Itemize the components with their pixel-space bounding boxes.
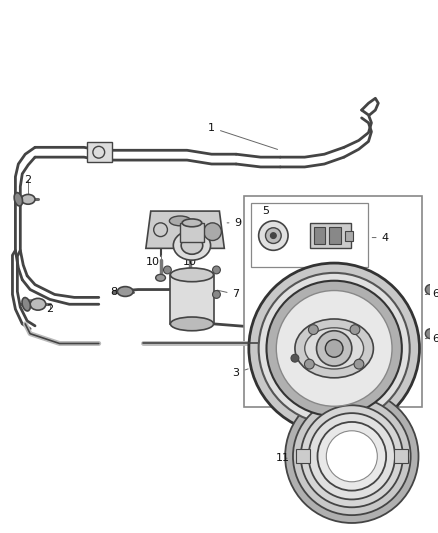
Circle shape xyxy=(301,405,403,507)
Circle shape xyxy=(259,221,288,251)
Ellipse shape xyxy=(173,231,211,260)
Circle shape xyxy=(265,228,281,244)
Bar xyxy=(329,227,341,245)
Bar xyxy=(87,142,112,162)
Circle shape xyxy=(270,233,276,239)
Text: 10: 10 xyxy=(183,257,197,267)
Bar xyxy=(180,223,204,243)
Circle shape xyxy=(350,325,360,335)
Circle shape xyxy=(291,354,299,362)
Circle shape xyxy=(204,223,221,240)
Text: 11: 11 xyxy=(276,453,290,463)
Text: 8: 8 xyxy=(110,287,124,297)
Bar xyxy=(314,227,325,245)
Bar xyxy=(244,196,422,407)
Bar xyxy=(170,275,214,324)
Circle shape xyxy=(309,413,395,499)
Circle shape xyxy=(266,281,402,416)
Circle shape xyxy=(354,359,364,369)
Text: 10: 10 xyxy=(146,257,160,267)
Circle shape xyxy=(317,331,352,366)
Ellipse shape xyxy=(181,237,203,254)
Circle shape xyxy=(259,273,410,424)
Circle shape xyxy=(293,398,411,515)
Circle shape xyxy=(425,285,435,294)
Circle shape xyxy=(282,336,298,351)
Text: 2: 2 xyxy=(46,304,53,314)
Ellipse shape xyxy=(14,192,22,206)
Ellipse shape xyxy=(170,317,214,331)
Ellipse shape xyxy=(22,297,30,311)
Circle shape xyxy=(249,263,420,434)
Ellipse shape xyxy=(305,328,364,369)
Circle shape xyxy=(212,266,220,274)
Circle shape xyxy=(308,325,318,335)
Circle shape xyxy=(304,359,314,369)
Text: 9: 9 xyxy=(227,218,242,228)
Ellipse shape xyxy=(170,216,191,226)
Circle shape xyxy=(425,329,435,338)
Circle shape xyxy=(326,431,377,482)
Circle shape xyxy=(285,390,419,523)
Text: 3: 3 xyxy=(233,368,248,378)
Text: 6: 6 xyxy=(425,289,438,300)
Text: 4: 4 xyxy=(372,232,389,243)
Bar xyxy=(345,231,353,240)
Ellipse shape xyxy=(30,298,46,310)
Text: 6: 6 xyxy=(425,334,438,344)
Ellipse shape xyxy=(170,268,214,282)
Ellipse shape xyxy=(21,195,35,204)
Circle shape xyxy=(325,340,343,357)
Bar xyxy=(251,203,368,267)
Bar xyxy=(296,449,310,463)
Text: 5: 5 xyxy=(262,206,269,216)
Circle shape xyxy=(212,290,220,298)
Ellipse shape xyxy=(155,274,166,281)
Circle shape xyxy=(276,290,392,406)
Polygon shape xyxy=(146,211,224,248)
Text: 2: 2 xyxy=(25,175,32,185)
Circle shape xyxy=(163,266,171,274)
Ellipse shape xyxy=(182,219,202,227)
Text: 1: 1 xyxy=(208,123,278,149)
Bar xyxy=(394,449,408,463)
Ellipse shape xyxy=(117,287,133,296)
Ellipse shape xyxy=(185,274,195,281)
Circle shape xyxy=(318,422,386,490)
Ellipse shape xyxy=(295,319,373,378)
Bar xyxy=(310,223,351,248)
Text: 7: 7 xyxy=(217,289,240,300)
